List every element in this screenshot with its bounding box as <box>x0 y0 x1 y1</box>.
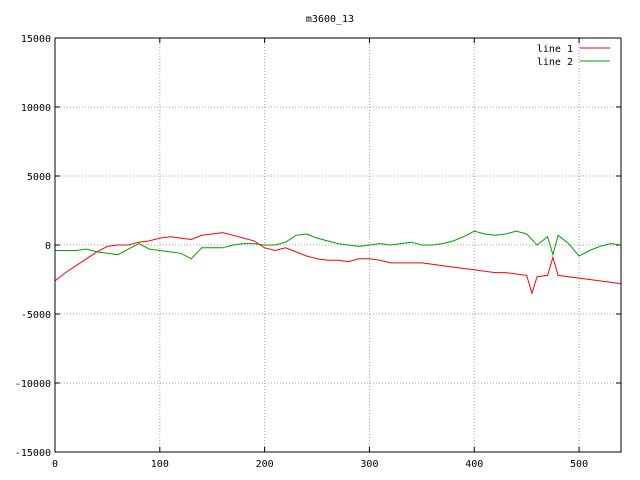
y-tick-label: 10000 <box>21 103 51 114</box>
legend-label: line 2 <box>537 57 573 68</box>
legend: line 1 line 2 <box>537 44 610 68</box>
x-tick-label: 0 <box>52 459 58 470</box>
x-tick-label: 300 <box>360 459 378 470</box>
y-tick-label: 5000 <box>27 172 51 183</box>
y-tick-label: -15000 <box>15 448 51 459</box>
grid-lines <box>55 38 621 452</box>
legend-label: line 1 <box>537 44 573 55</box>
series-line-1 <box>54 232 622 296</box>
x-tick-label: 500 <box>570 459 588 470</box>
y-tick-label: 0 <box>45 241 51 252</box>
series-line-2 <box>55 230 622 260</box>
x-tick-label: 100 <box>151 459 169 470</box>
axis-ticks: 0 100 200 300 400 500 -15000 -10000 -5000 0 5000 10… <box>15 34 621 470</box>
x-tick-label: 400 <box>465 459 483 470</box>
plot-frame <box>54 37 622 453</box>
y-tick-label: -10000 <box>15 379 51 390</box>
chart-title: m3600_13 <box>306 14 354 25</box>
y-tick-label: -5000 <box>21 310 51 321</box>
x-tick-label: 200 <box>256 459 274 470</box>
series-layer <box>54 230 622 296</box>
y-tick-label: 15000 <box>21 34 51 45</box>
